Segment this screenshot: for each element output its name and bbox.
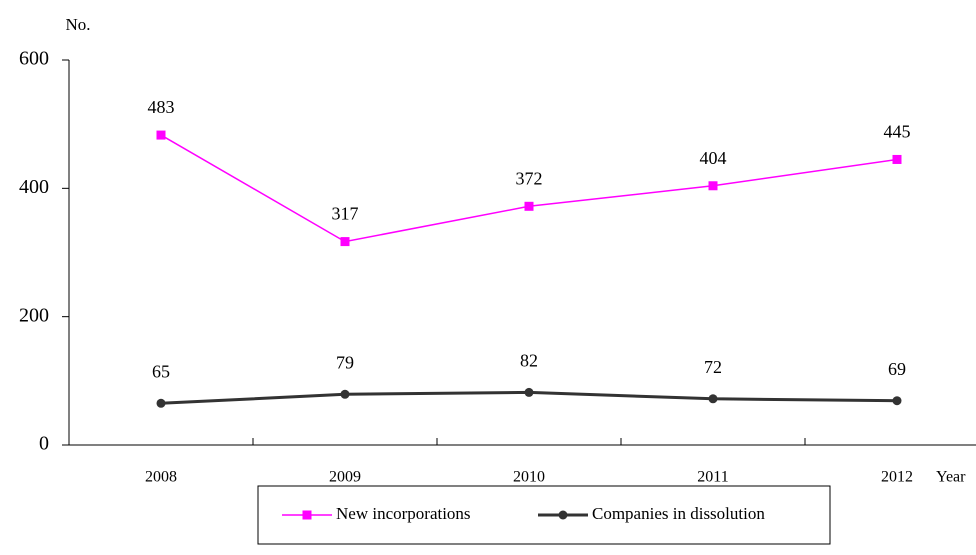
- y-tick-label: 0: [39, 433, 49, 455]
- data-point: [340, 237, 350, 247]
- legend-label: Companies in dissolution: [592, 504, 765, 523]
- legend-marker: [558, 510, 568, 520]
- data-label: 445: [884, 122, 911, 142]
- x-axis-label: Year: [936, 469, 966, 486]
- data-point: [156, 130, 166, 140]
- data-label: 404: [700, 148, 727, 168]
- data-label: 82: [520, 351, 538, 371]
- x-tick-label: 2010: [513, 469, 545, 486]
- y-axis-label: No.: [65, 15, 90, 34]
- data-point: [524, 387, 534, 397]
- legend-label: New incorporations: [336, 504, 471, 523]
- data-point: [340, 389, 350, 399]
- data-point: [524, 201, 534, 211]
- legend-marker: [302, 510, 312, 520]
- x-tick-label: 2011: [697, 469, 728, 486]
- data-label: 317: [332, 204, 359, 224]
- data-label: 69: [888, 359, 906, 379]
- data-label: 72: [704, 357, 722, 377]
- data-point: [708, 181, 718, 191]
- x-tick-label: 2008: [145, 469, 177, 486]
- data-point: [708, 394, 718, 404]
- y-tick-label: 600: [19, 48, 49, 70]
- x-tick-label: 2009: [329, 469, 361, 486]
- data-label: 372: [516, 168, 543, 188]
- data-label: 79: [336, 352, 354, 372]
- y-tick-label: 200: [19, 304, 49, 326]
- data-label: 483: [148, 97, 175, 117]
- legend: New incorporations Companies in dissoluti…: [257, 485, 831, 545]
- data-point: [892, 154, 902, 164]
- x-tick-label: 2012: [881, 469, 913, 486]
- data-label: 65: [152, 361, 170, 381]
- data-point: [156, 398, 166, 408]
- y-tick-label: 400: [19, 176, 49, 198]
- data-point: [892, 396, 902, 406]
